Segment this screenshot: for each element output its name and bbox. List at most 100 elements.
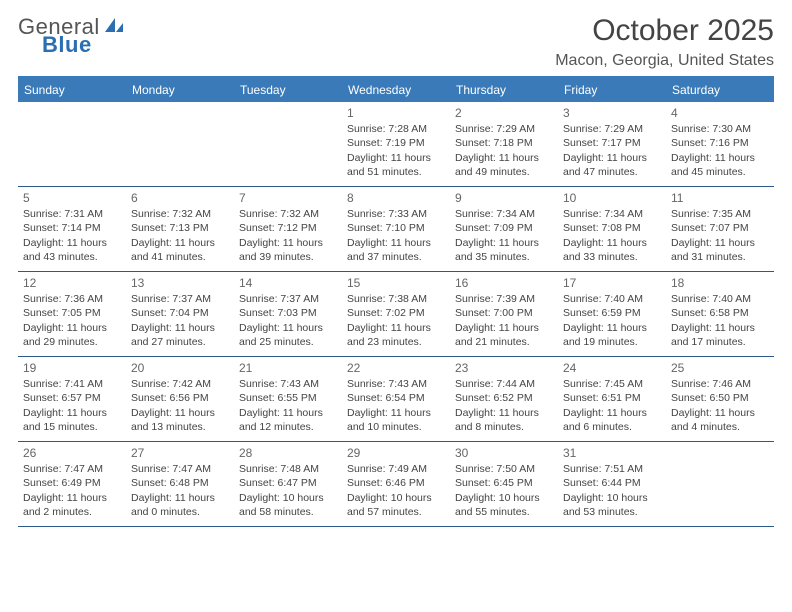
daylight-text: and 19 minutes. (563, 335, 661, 349)
month-title: October 2025 (555, 14, 774, 48)
daylight-text: and 13 minutes. (131, 420, 229, 434)
daylight-text: Daylight: 11 hours (23, 406, 121, 420)
daylight-text: and 21 minutes. (455, 335, 553, 349)
daylight-text: and 41 minutes. (131, 250, 229, 264)
day-cell: 22Sunrise: 7:43 AMSunset: 6:54 PMDayligh… (342, 357, 450, 441)
daylight-text: and 17 minutes. (671, 335, 769, 349)
sunset-text: Sunset: 7:00 PM (455, 306, 553, 320)
daylight-text: and 49 minutes. (455, 165, 553, 179)
sunrise-text: Sunrise: 7:29 AM (563, 122, 661, 136)
daylight-text: and 27 minutes. (131, 335, 229, 349)
day-cell: 10Sunrise: 7:34 AMSunset: 7:08 PMDayligh… (558, 187, 666, 271)
sunrise-text: Sunrise: 7:44 AM (455, 377, 553, 391)
sunset-text: Sunset: 7:02 PM (347, 306, 445, 320)
day-number: 26 (23, 445, 121, 461)
daylight-text: and 35 minutes. (455, 250, 553, 264)
daylight-text: and 47 minutes. (563, 165, 661, 179)
sunrise-text: Sunrise: 7:50 AM (455, 462, 553, 476)
day-cell: 25Sunrise: 7:46 AMSunset: 6:50 PMDayligh… (666, 357, 774, 441)
logo-word-2: Blue (42, 34, 125, 56)
day-cell: 15Sunrise: 7:38 AMSunset: 7:02 PMDayligh… (342, 272, 450, 356)
day-cell: 18Sunrise: 7:40 AMSunset: 6:58 PMDayligh… (666, 272, 774, 356)
sunrise-text: Sunrise: 7:43 AM (347, 377, 445, 391)
day-number: 8 (347, 190, 445, 206)
sunrise-text: Sunrise: 7:34 AM (563, 207, 661, 221)
day-cell: 8Sunrise: 7:33 AMSunset: 7:10 PMDaylight… (342, 187, 450, 271)
day-number: 4 (671, 105, 769, 121)
daylight-text: and 12 minutes. (239, 420, 337, 434)
daylight-text: Daylight: 11 hours (239, 406, 337, 420)
daylight-text: Daylight: 11 hours (239, 236, 337, 250)
page-header: General Blue October 2025 Macon, Georgia… (18, 14, 774, 70)
daylight-text: Daylight: 11 hours (347, 151, 445, 165)
daylight-text: and 43 minutes. (23, 250, 121, 264)
day-number: 28 (239, 445, 337, 461)
sunset-text: Sunset: 6:50 PM (671, 391, 769, 405)
week-row: 26Sunrise: 7:47 AMSunset: 6:49 PMDayligh… (18, 442, 774, 527)
sunset-text: Sunset: 7:18 PM (455, 136, 553, 150)
sunrise-text: Sunrise: 7:49 AM (347, 462, 445, 476)
day-number: 31 (563, 445, 661, 461)
daylight-text: Daylight: 11 hours (671, 236, 769, 250)
daylight-text: and 58 minutes. (239, 505, 337, 519)
sunset-text: Sunset: 6:44 PM (563, 476, 661, 490)
day-cell: 26Sunrise: 7:47 AMSunset: 6:49 PMDayligh… (18, 442, 126, 526)
day-number: 16 (455, 275, 553, 291)
sunset-text: Sunset: 7:16 PM (671, 136, 769, 150)
daylight-text: and 29 minutes. (23, 335, 121, 349)
day-number: 13 (131, 275, 229, 291)
sunset-text: Sunset: 7:13 PM (131, 221, 229, 235)
day-number: 15 (347, 275, 445, 291)
weekday-header: Wednesday (342, 78, 450, 102)
sunrise-text: Sunrise: 7:29 AM (455, 122, 553, 136)
day-cell: 14Sunrise: 7:37 AMSunset: 7:03 PMDayligh… (234, 272, 342, 356)
day-number: 27 (131, 445, 229, 461)
sunset-text: Sunset: 7:05 PM (23, 306, 121, 320)
week-row: 5Sunrise: 7:31 AMSunset: 7:14 PMDaylight… (18, 187, 774, 272)
daylight-text: and 23 minutes. (347, 335, 445, 349)
day-cell: 24Sunrise: 7:45 AMSunset: 6:51 PMDayligh… (558, 357, 666, 441)
daylight-text: Daylight: 11 hours (131, 491, 229, 505)
day-number: 22 (347, 360, 445, 376)
daylight-text: and 6 minutes. (563, 420, 661, 434)
daylight-text: Daylight: 11 hours (23, 236, 121, 250)
title-block: October 2025 Macon, Georgia, United Stat… (555, 14, 774, 70)
day-cell: 30Sunrise: 7:50 AMSunset: 6:45 PMDayligh… (450, 442, 558, 526)
daylight-text: Daylight: 11 hours (671, 406, 769, 420)
sunset-text: Sunset: 7:17 PM (563, 136, 661, 150)
sunrise-text: Sunrise: 7:35 AM (671, 207, 769, 221)
day-cell: 19Sunrise: 7:41 AMSunset: 6:57 PMDayligh… (18, 357, 126, 441)
daylight-text: Daylight: 11 hours (563, 236, 661, 250)
sunset-text: Sunset: 6:59 PM (563, 306, 661, 320)
day-number: 7 (239, 190, 337, 206)
sunset-text: Sunset: 6:54 PM (347, 391, 445, 405)
day-cell: 13Sunrise: 7:37 AMSunset: 7:04 PMDayligh… (126, 272, 234, 356)
sunrise-text: Sunrise: 7:48 AM (239, 462, 337, 476)
sunrise-text: Sunrise: 7:33 AM (347, 207, 445, 221)
day-number: 12 (23, 275, 121, 291)
sunset-text: Sunset: 6:58 PM (671, 306, 769, 320)
week-row: 1Sunrise: 7:28 AMSunset: 7:19 PMDaylight… (18, 102, 774, 187)
daylight-text: Daylight: 11 hours (347, 236, 445, 250)
daylight-text: Daylight: 11 hours (347, 321, 445, 335)
daylight-text: and 10 minutes. (347, 420, 445, 434)
sunset-text: Sunset: 7:07 PM (671, 221, 769, 235)
day-cell: 5Sunrise: 7:31 AMSunset: 7:14 PMDaylight… (18, 187, 126, 271)
daylight-text: and 31 minutes. (671, 250, 769, 264)
weekday-header: Tuesday (234, 78, 342, 102)
sunrise-text: Sunrise: 7:39 AM (455, 292, 553, 306)
sunrise-text: Sunrise: 7:37 AM (131, 292, 229, 306)
sunset-text: Sunset: 7:12 PM (239, 221, 337, 235)
day-cell (18, 102, 126, 186)
weekday-header: Sunday (18, 78, 126, 102)
weekday-header-row: SundayMondayTuesdayWednesdayThursdayFrid… (18, 78, 774, 102)
sunrise-text: Sunrise: 7:28 AM (347, 122, 445, 136)
sunset-text: Sunset: 6:47 PM (239, 476, 337, 490)
sunset-text: Sunset: 7:08 PM (563, 221, 661, 235)
day-number: 18 (671, 275, 769, 291)
weekday-header: Monday (126, 78, 234, 102)
sunset-text: Sunset: 6:52 PM (455, 391, 553, 405)
sunrise-text: Sunrise: 7:46 AM (671, 377, 769, 391)
day-cell: 11Sunrise: 7:35 AMSunset: 7:07 PMDayligh… (666, 187, 774, 271)
day-cell (666, 442, 774, 526)
